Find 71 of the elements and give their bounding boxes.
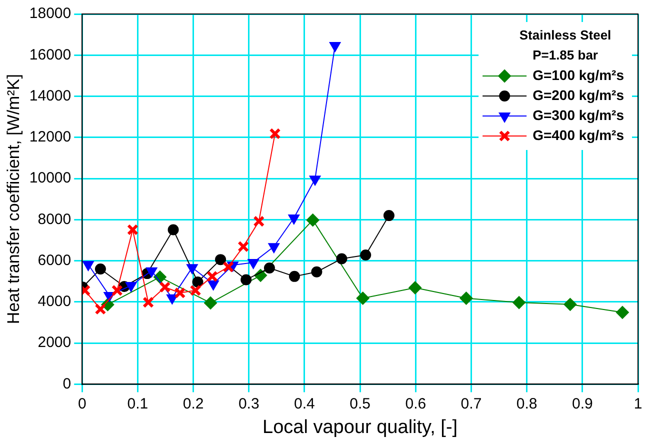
x-axis-title: Local vapour quality, [-] [262,416,458,438]
point [222,261,234,273]
y-tick-label: 14000 [29,87,72,104]
y-tick-label: 12000 [29,128,72,146]
point [408,281,422,294]
point [206,270,218,282]
point [309,176,321,186]
x-tick-label: 0.9 [572,395,593,412]
point [460,292,473,305]
legend-label: G=100 kg/m²s [532,66,624,83]
point [564,298,577,311]
point [288,270,300,282]
point [94,303,106,315]
point [269,128,281,140]
point [616,306,629,319]
point [159,281,171,293]
point [146,267,158,278]
point [248,258,260,269]
point [383,210,394,222]
x-tick-label: 0.6 [405,395,426,412]
point [215,254,226,266]
legend-label: G=200 kg/m²s [532,86,624,103]
x-tick-label: 0.1 [127,395,148,412]
y-tick-label: 18000 [29,5,72,22]
point [94,264,106,275]
point [166,294,178,304]
y-tick-label: 2000 [38,334,72,352]
point [204,296,218,310]
y-tick-label: 8000 [38,210,72,228]
point [288,214,300,225]
point [186,264,198,274]
point [356,292,370,305]
point [190,284,202,296]
point [336,253,348,264]
x-tick-label: 0.4 [294,395,315,412]
point [329,42,341,52]
x-tick-label: 1 [634,395,642,412]
point [253,216,265,228]
point [264,262,275,274]
annotation: P=1.85 bar [532,48,598,63]
x-tick-label: 0.2 [182,395,204,412]
point [238,240,250,252]
point [142,296,154,308]
point [125,282,137,292]
y-tick-label: 4000 [38,293,72,310]
point [512,296,526,310]
x-tick-label: 0.8 [516,395,538,412]
legend-label: G=300 kg/m²s [532,106,624,123]
point [174,287,186,299]
legend-label: G=400 kg/m²s [532,126,624,143]
y-tick-label: 0 [62,375,72,392]
point [311,266,322,278]
point [168,224,179,236]
y-tick-label: 6000 [38,252,72,269]
x-tick-label: 0.3 [238,395,260,412]
point [306,214,320,227]
y-axis-title: Heat transfer coefficient, [W/m²K] [4,74,23,324]
y-tick-label: 16000 [29,46,72,64]
point [126,224,138,236]
x-tick-label: 0 [78,395,86,412]
x-tick-label: 0.5 [350,395,370,412]
y-tick-label: 10000 [29,170,72,187]
point [82,261,94,271]
x-tick-label: 0.7 [460,395,482,412]
legend-title: Stainless Steel [519,28,612,43]
point [360,250,372,261]
point [240,274,252,286]
point [268,243,280,254]
point [208,280,219,290]
point [192,276,204,288]
point [111,284,123,296]
